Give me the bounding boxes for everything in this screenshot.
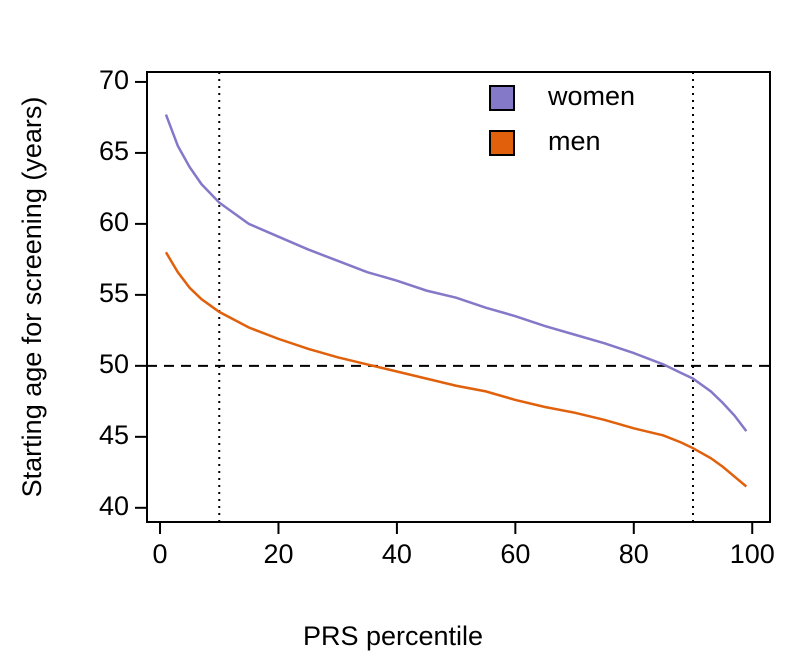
plot-frame — [146, 71, 771, 523]
y-tick-label: 40 — [99, 491, 129, 521]
legend-swatch — [489, 130, 515, 156]
series-line — [164, 251, 748, 488]
y-tick-label: 70 — [99, 65, 129, 95]
legend-label: men — [548, 126, 601, 156]
y-tick-label: 50 — [99, 349, 129, 379]
x-tick-label: 60 — [500, 539, 530, 569]
x-tick-label: 0 — [153, 539, 168, 569]
x-tick-label: 80 — [619, 539, 649, 569]
x-tick-label: 40 — [382, 539, 412, 569]
y-axis-label: Starting age for screening (years) — [17, 97, 47, 498]
x-tick-label: 20 — [263, 539, 293, 569]
y-tick-label: 65 — [99, 136, 129, 166]
legend-swatch — [489, 85, 515, 111]
x-tick-label: 100 — [730, 539, 775, 569]
legend-label: women — [547, 81, 635, 111]
y-tick-label: 55 — [99, 278, 129, 308]
series-line — [164, 114, 748, 432]
y-tick-label: 45 — [99, 420, 129, 450]
y-tick-label: 60 — [99, 207, 129, 237]
x-axis-label: PRS percentile — [303, 621, 483, 651]
